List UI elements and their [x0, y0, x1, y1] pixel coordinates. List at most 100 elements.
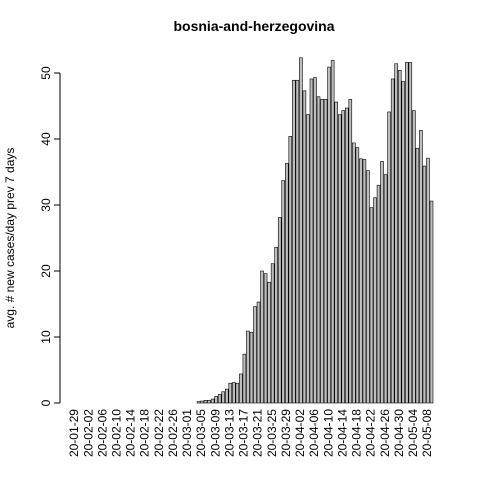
y-tick-label: 0 — [39, 399, 53, 406]
chart-title: bosnia-and-herzegovina — [173, 18, 334, 34]
bar — [408, 62, 413, 404]
bar — [376, 184, 381, 404]
bar — [313, 77, 317, 404]
bar — [263, 273, 268, 404]
bar — [327, 66, 331, 404]
x-tick-label: 20-03-29 — [279, 409, 293, 457]
bar — [309, 78, 314, 404]
x-tick-label: 20-02-22 — [152, 409, 166, 457]
x-tick-label: 20-04-10 — [321, 409, 335, 457]
x-tick-label: 20-04-06 — [307, 409, 321, 457]
bar — [419, 130, 423, 404]
bar — [334, 101, 338, 404]
bar — [210, 398, 215, 404]
bar — [221, 391, 225, 404]
bar — [207, 400, 211, 404]
bar — [253, 306, 257, 404]
bar — [348, 99, 353, 404]
bar — [299, 57, 303, 404]
x-tick-label: 20-04-30 — [392, 409, 406, 457]
bar — [295, 79, 300, 404]
bar — [224, 388, 229, 404]
bar — [415, 147, 420, 404]
bar — [316, 96, 321, 404]
x-tick-label: 20-01-29 — [67, 409, 81, 457]
bar — [239, 373, 243, 404]
bar — [369, 207, 374, 404]
bar — [274, 246, 278, 404]
y-tick-label: 40 — [39, 132, 53, 146]
x-tick-label: 20-02-18 — [138, 409, 152, 457]
bar — [380, 161, 384, 404]
bar — [200, 400, 204, 404]
x-tick-label: 20-04-14 — [335, 409, 349, 457]
bar — [267, 281, 271, 404]
bar — [217, 394, 222, 404]
x-tick-label: 20-02-06 — [95, 409, 109, 457]
bar — [429, 200, 434, 404]
bar — [401, 81, 406, 404]
x-tick-label: 20-03-25 — [265, 409, 279, 457]
bar — [196, 401, 201, 404]
bar — [277, 217, 282, 404]
bar — [412, 110, 416, 404]
x-tick-label: 20-03-09 — [208, 409, 222, 457]
x-tick-label: 20-03-13 — [222, 409, 236, 457]
bar — [383, 174, 388, 404]
x-tick-label: 20-02-14 — [124, 409, 138, 457]
bar — [405, 62, 409, 404]
bar — [362, 159, 367, 404]
x-tick-label: 20-04-18 — [350, 409, 364, 457]
bar — [394, 63, 398, 404]
bar — [422, 165, 427, 404]
bar — [341, 110, 346, 404]
bar — [320, 99, 324, 404]
x-tick-label: 20-03-01 — [180, 409, 194, 457]
bar — [214, 396, 218, 404]
bar — [352, 142, 356, 404]
bar — [270, 263, 275, 404]
y-tick-label: 50 — [39, 66, 53, 80]
x-tick-label: 20-02-26 — [166, 409, 180, 457]
bar — [281, 180, 286, 404]
bar — [242, 353, 247, 404]
bar — [302, 90, 307, 404]
bar — [292, 79, 296, 404]
bar — [284, 163, 289, 404]
x-tick-label: 20-04-22 — [364, 409, 378, 457]
bar — [397, 70, 402, 404]
bar — [355, 147, 360, 404]
bar — [390, 78, 395, 404]
bar — [288, 136, 293, 404]
y-tick-label: 10 — [39, 330, 53, 344]
y-tick-label: 30 — [39, 198, 53, 212]
bar — [260, 270, 264, 404]
bar — [387, 111, 391, 404]
bar — [249, 332, 254, 404]
bar — [345, 107, 349, 404]
y-tick-label: 20 — [39, 264, 53, 278]
bar — [366, 170, 370, 404]
x-tick-label: 20-04-02 — [293, 409, 307, 457]
bar — [426, 157, 430, 404]
bar — [246, 330, 250, 404]
x-tick-label: 20-05-08 — [420, 409, 434, 457]
y-axis-label: avg. # new cases/day prev 7 days — [3, 148, 17, 329]
x-tick-label: 20-02-02 — [81, 409, 95, 457]
bar — [359, 158, 363, 404]
x-tick-label: 20-05-04 — [406, 409, 420, 457]
x-tick-label: 20-03-17 — [237, 409, 251, 457]
x-tick-label: 20-04-26 — [378, 409, 392, 457]
x-tick-label: 20-03-05 — [194, 409, 208, 457]
bar — [306, 114, 310, 404]
x-tick-label: 20-02-10 — [109, 409, 123, 457]
bar — [373, 197, 377, 404]
bar — [330, 60, 335, 404]
bar — [203, 400, 208, 404]
bar — [256, 301, 261, 404]
bar — [323, 99, 328, 404]
bar — [232, 382, 236, 404]
x-tick-label: 20-03-21 — [251, 409, 265, 457]
